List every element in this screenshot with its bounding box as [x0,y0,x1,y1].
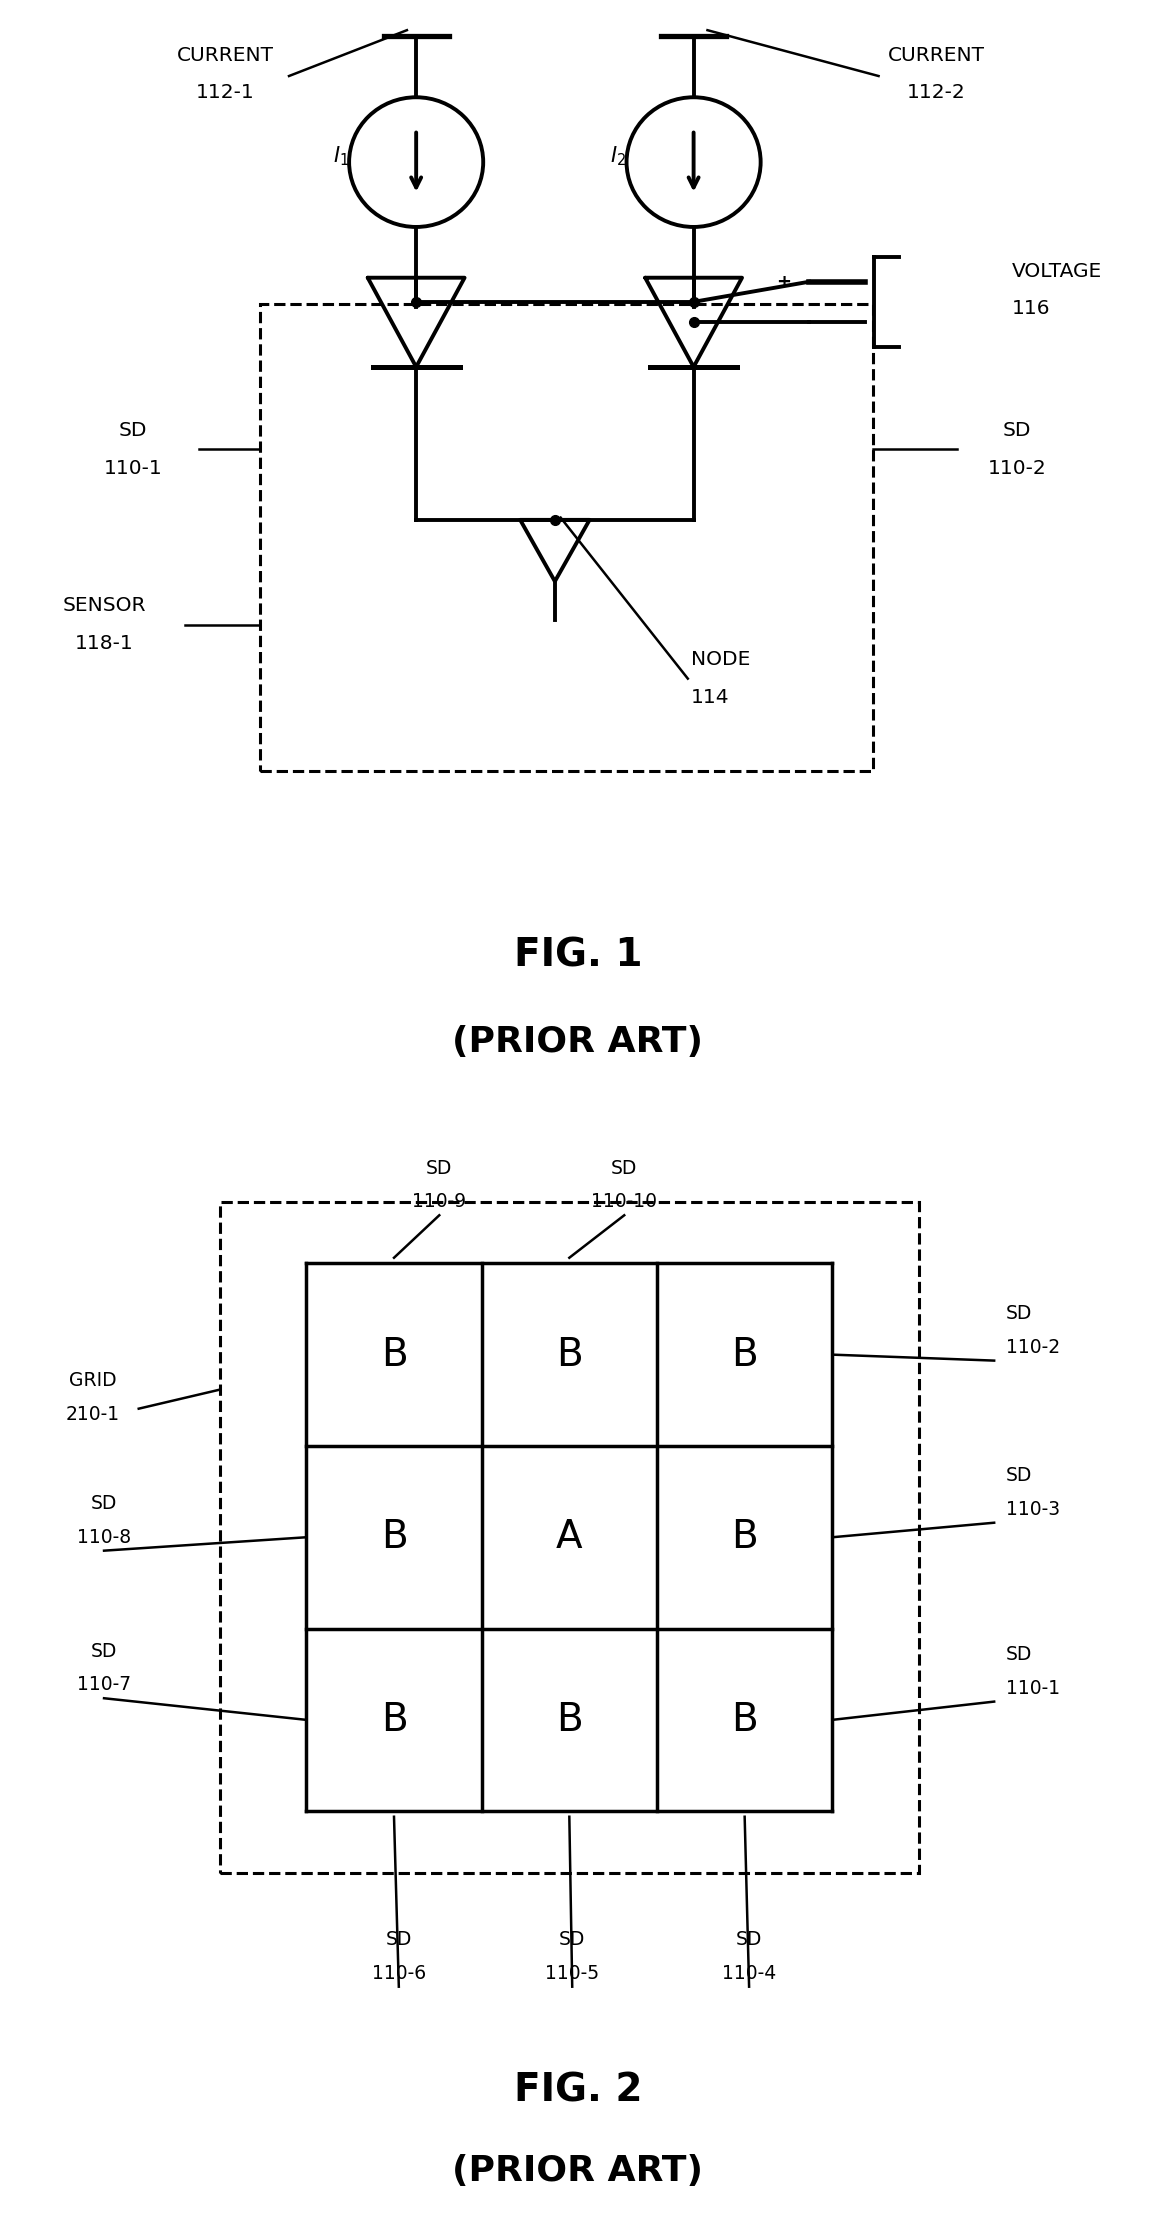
Text: 110-7: 110-7 [77,1675,131,1695]
Text: VOLTAGE: VOLTAGE [1012,262,1102,282]
Text: B: B [556,1702,583,1740]
Text: 114: 114 [691,689,729,707]
Text: FIG. 1: FIG. 1 [513,937,643,975]
Text: 110-2: 110-2 [988,458,1046,479]
Text: 110-1: 110-1 [1006,1679,1060,1697]
Text: 110-6: 110-6 [372,1963,425,1983]
Text: B: B [380,1702,407,1740]
Text: 110-2: 110-2 [1006,1337,1060,1357]
Text: NODE: NODE [691,651,750,669]
Text: −: − [775,313,791,331]
Text: B: B [380,1335,407,1373]
Text: A: A [556,1518,583,1556]
Text: 110-4: 110-4 [722,1963,776,1983]
Text: SD: SD [91,1494,117,1514]
Text: B: B [732,1702,758,1740]
Text: (PRIOR ART): (PRIOR ART) [452,2153,704,2189]
Text: 116: 116 [1012,300,1050,318]
Text: GRID: GRID [68,1371,117,1391]
Text: 110-9: 110-9 [413,1192,466,1212]
Text: SD: SD [91,1641,117,1661]
Text: CURRENT: CURRENT [177,47,274,65]
Text: SD: SD [1006,1467,1032,1485]
Text: (PRIOR ART): (PRIOR ART) [452,1024,704,1060]
Text: $I_1$: $I_1$ [333,145,349,168]
Text: SD: SD [427,1158,452,1178]
Text: B: B [732,1518,758,1556]
Text: SD: SD [736,1930,762,1950]
Text: 210-1: 210-1 [66,1404,119,1424]
Text: SD: SD [1006,1646,1032,1664]
Text: 110-5: 110-5 [546,1963,599,1983]
Text: 112-1: 112-1 [197,83,254,103]
Text: FIG. 2: FIG. 2 [513,2073,643,2109]
Text: SD: SD [560,1930,585,1950]
Text: 110-1: 110-1 [104,458,162,479]
Text: B: B [556,1335,583,1373]
Text: +: + [776,273,791,291]
Text: SD: SD [612,1158,637,1178]
Text: SD: SD [386,1930,412,1950]
Text: CURRENT: CURRENT [888,47,985,65]
Bar [260,304,873,771]
Text: 110-10: 110-10 [591,1192,658,1212]
Text: SD: SD [1003,420,1031,440]
Text: SD: SD [119,420,147,440]
Bar [220,1203,919,1874]
Text: SENSOR: SENSOR [62,597,146,615]
Text: SD: SD [1006,1304,1032,1324]
Text: 112-2: 112-2 [907,83,965,103]
Text: 118-1: 118-1 [75,635,133,653]
Text: B: B [380,1518,407,1556]
Text: 110-3: 110-3 [1006,1500,1060,1518]
Text: B: B [732,1335,758,1373]
Text: $I_2$: $I_2$ [610,145,627,168]
Text: 110-8: 110-8 [77,1527,131,1547]
